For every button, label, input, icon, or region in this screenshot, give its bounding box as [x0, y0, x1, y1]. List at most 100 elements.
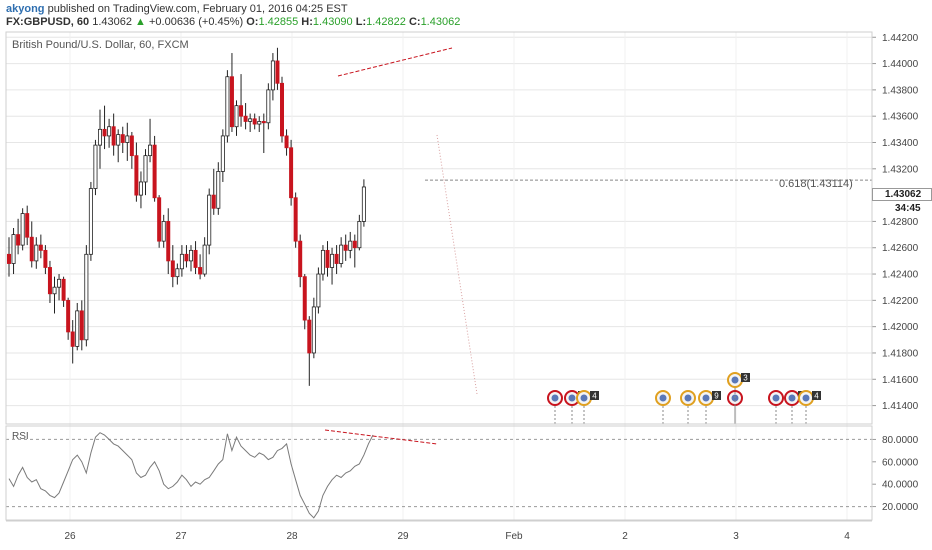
flag-emblem-icon — [580, 394, 588, 402]
candle-down — [352, 240, 357, 249]
time-axis: 26 27 28 29 Feb 2 3 4 — [64, 531, 850, 542]
candle-up — [270, 60, 275, 91]
candle-up — [116, 134, 121, 146]
candle-up — [161, 221, 166, 242]
candle-up — [20, 213, 25, 246]
candle-up — [179, 253, 184, 270]
rsi-tick-label: 80.0000 — [882, 435, 919, 446]
candle-up — [57, 278, 62, 288]
candle-up — [75, 310, 80, 347]
candle-down — [70, 331, 75, 347]
candle-up — [207, 194, 212, 246]
price-axis: 1.44200 1.44000 1.43800 1.43600 1.43400 1.432… — [872, 33, 919, 412]
candle-down — [298, 240, 303, 278]
candle-down — [25, 213, 30, 238]
candle-down — [120, 134, 125, 143]
rsi-panel — [6, 429, 872, 519]
candle-up — [234, 105, 239, 128]
candle-up — [138, 181, 143, 196]
flag-emblem-icon — [772, 394, 780, 402]
candle-down — [157, 197, 162, 242]
candle-down — [7, 253, 12, 264]
candle-down — [334, 253, 339, 264]
time-tick-label: 29 — [397, 531, 409, 542]
candle-up — [357, 221, 362, 249]
time-tick-label: 4 — [844, 531, 850, 542]
price-tick-label: 1.42800 — [882, 217, 919, 228]
candle-down — [307, 319, 312, 354]
low-label: L: — [355, 16, 367, 28]
flag-emblem-icon — [684, 394, 692, 402]
time-tick-label: 26 — [64, 531, 76, 542]
candle-down — [184, 253, 189, 262]
price-pane-border — [5, 31, 873, 425]
time-tick-label: Feb — [505, 531, 523, 542]
candle-down — [66, 299, 71, 333]
candle-down — [198, 267, 203, 275]
up-arrow-icon: ▲ — [135, 16, 146, 28]
chart-title: British Pound/U.S. Dollar, 60, FXCM — [12, 39, 189, 51]
time-tick-label: 2 — [622, 531, 628, 542]
symbol-label[interactable]: FX:GBPUSD, 60 — [6, 16, 90, 28]
event-count-label: 3 — [743, 374, 748, 383]
event-count-badge — [590, 391, 599, 400]
event-flags[interactable]: 249394 — [547, 372, 821, 424]
candle-down — [243, 115, 248, 122]
annotations — [337, 47, 872, 395]
candle-up — [143, 155, 148, 183]
flag-emblem-icon — [551, 394, 559, 402]
price-tick-label: 1.43200 — [882, 164, 919, 175]
candle-down — [38, 244, 43, 251]
rsi-tick-label: 40.0000 — [882, 480, 919, 491]
candle-up — [330, 253, 335, 268]
close-label: C: — [408, 16, 421, 28]
open-value: 1.42855 — [258, 16, 299, 28]
candle-up — [98, 128, 103, 146]
candle-down — [29, 236, 34, 262]
candle-up — [202, 244, 207, 275]
candle-up — [216, 171, 221, 209]
fib-drag-line — [436, 134, 478, 395]
rsi-tick-label: 20.0000 — [882, 502, 919, 513]
event-count-badge — [812, 391, 821, 400]
candle-down — [170, 260, 175, 278]
candle-up — [11, 234, 16, 264]
rsi-line — [8, 432, 374, 519]
candle-down — [134, 155, 139, 196]
candles — [7, 47, 366, 386]
flag-emblem-icon — [731, 376, 739, 384]
candle-down — [252, 118, 257, 125]
time-tick-label: 27 — [175, 531, 187, 542]
event-count-label: 4 — [814, 392, 819, 401]
price-tick-label: 1.42000 — [882, 322, 919, 333]
flag-emblem-icon — [788, 394, 796, 402]
quote-line: FX:GBPUSD, 60 1.43062 ▲ +0.00636 (+0.45%… — [6, 16, 460, 28]
candle-down — [261, 121, 266, 124]
candle-up — [248, 118, 253, 122]
candle-down — [343, 244, 348, 251]
candle-down — [229, 76, 234, 128]
flag-emblem-icon — [802, 394, 810, 402]
candle-down — [239, 105, 244, 117]
candle-up — [148, 144, 153, 157]
price-tick-label: 1.43600 — [882, 112, 919, 123]
rsi-title: RSI — [12, 431, 29, 442]
candle-up — [84, 253, 89, 341]
event-count-label: 9 — [714, 392, 719, 401]
candle-down — [293, 197, 298, 242]
price-grid — [6, 36, 872, 407]
candle-up — [257, 121, 262, 125]
event-count-badge — [741, 373, 750, 382]
candle-down — [325, 249, 330, 268]
price-tick-label: 1.41400 — [882, 401, 919, 412]
candle-up — [52, 286, 57, 295]
candle-up — [225, 76, 230, 137]
time-tick-label: 3 — [733, 531, 739, 542]
author-link[interactable]: akyong — [6, 3, 45, 15]
rsi-pane-border — [5, 425, 873, 521]
candle-down — [289, 147, 294, 199]
price-tick-label: 1.44000 — [882, 59, 919, 70]
candle-up — [125, 135, 130, 143]
candle-down — [284, 135, 289, 149]
